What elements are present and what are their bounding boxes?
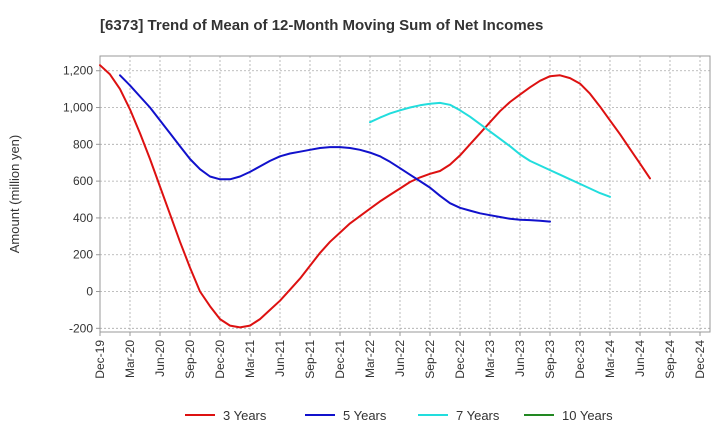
y-tick-label: 200 — [73, 248, 93, 262]
x-tick-label: Dec-23 — [573, 340, 587, 379]
y-tick-label: 1,000 — [63, 101, 93, 115]
x-tick-label: Dec-24 — [693, 340, 707, 379]
x-tick-label: Jun-20 — [153, 340, 167, 377]
x-tick-label: Mar-24 — [603, 340, 617, 378]
x-tick-label: Mar-23 — [483, 340, 497, 378]
y-axis-label: Amount (million yen) — [7, 135, 22, 254]
x-tick-label: Jun-22 — [393, 340, 407, 377]
x-axis: Dec-19 Mar-20 Jun-20 Sep-20 Dec-20 Mar-21 Jun-… — [93, 332, 707, 379]
x-tick-label: Sep-24 — [663, 340, 677, 379]
x-tick-label: Sep-20 — [183, 340, 197, 379]
series-lines — [99, 64, 651, 329]
x-tick-label: Jun-21 — [273, 340, 287, 377]
legend-label: 5 Years — [343, 408, 387, 423]
legend-label: 7 Years — [456, 408, 500, 423]
x-tick-label: Jun-24 — [633, 340, 647, 377]
grid — [100, 56, 710, 332]
plot-frame — [99, 55, 711, 333]
x-tick-label: Sep-23 — [543, 340, 557, 379]
x-tick-label: Dec-19 — [93, 340, 107, 379]
x-tick-label: Mar-21 — [243, 340, 257, 378]
legend: 3 Years 5 Years 7 Years 10 Years — [185, 408, 613, 423]
x-tick-label: Mar-22 — [363, 340, 377, 378]
x-tick-label: Jun-23 — [513, 340, 527, 377]
series-line-5-years — [119, 74, 551, 223]
x-tick-label: Sep-22 — [423, 340, 437, 379]
y-tick-label: 800 — [73, 137, 93, 151]
y-tick-label: 1,200 — [63, 64, 93, 78]
series-line-3-years — [99, 64, 651, 329]
legend-label: 3 Years — [223, 408, 267, 423]
y-tick-label: 0 — [86, 285, 93, 299]
x-tick-label: Dec-21 — [333, 340, 347, 379]
chart-title: [6373] Trend of Mean of 12-Month Moving … — [100, 17, 543, 34]
x-tick-label: Dec-20 — [213, 340, 227, 379]
series-line-7-years — [369, 101, 611, 198]
x-tick-label: Sep-21 — [303, 340, 317, 379]
legend-label: 10 Years — [562, 408, 613, 423]
x-tick-label: Mar-20 — [123, 340, 137, 378]
y-tick-label: 600 — [73, 174, 93, 188]
y-tick-label: -200 — [69, 321, 93, 335]
y-axis: -200 0 200 400 600 800 1,000 1,200 — [63, 64, 100, 335]
y-tick-label: 400 — [73, 211, 93, 225]
x-tick-label: Dec-22 — [453, 340, 467, 379]
